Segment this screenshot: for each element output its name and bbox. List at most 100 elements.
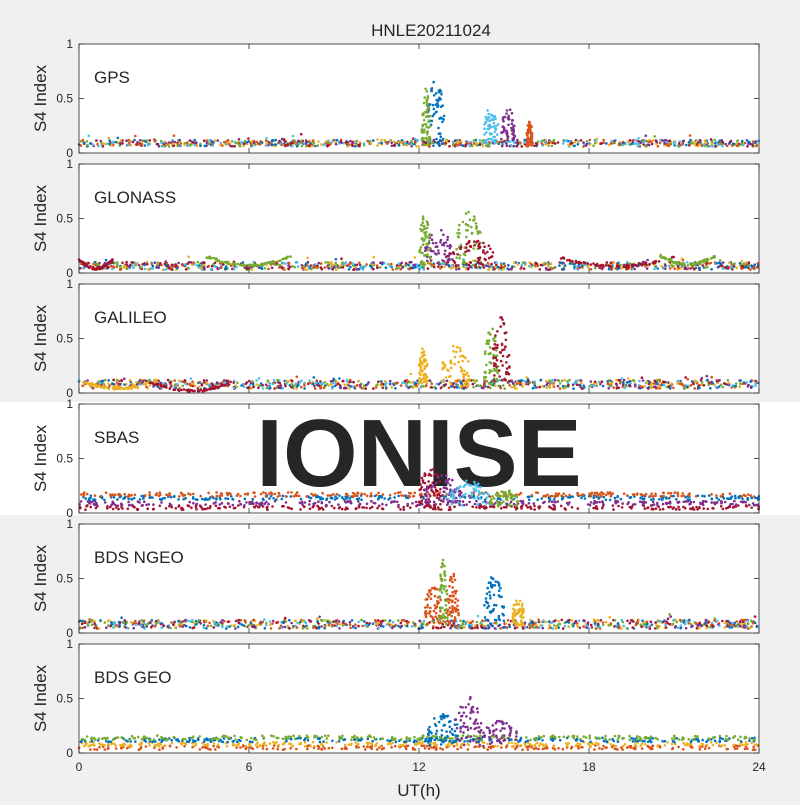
data-point [279, 385, 282, 388]
data-point [291, 380, 294, 383]
data-point [390, 142, 393, 145]
data-point [443, 244, 446, 247]
data-point [656, 387, 659, 390]
data-point [756, 145, 759, 148]
data-point [242, 145, 245, 148]
data-point [293, 495, 296, 498]
data-point [653, 268, 656, 271]
data-point [251, 145, 254, 148]
data-point [669, 506, 672, 509]
data-point [515, 387, 518, 390]
data-point [237, 263, 240, 266]
data-point [580, 497, 583, 500]
data-point [415, 145, 418, 148]
data-point [424, 234, 427, 237]
data-point [523, 380, 526, 383]
data-point [466, 229, 469, 232]
data-point [321, 501, 324, 504]
data-point [339, 141, 342, 144]
data-point [275, 139, 278, 142]
data-point [290, 491, 293, 494]
data-point [684, 376, 687, 379]
data-point [551, 500, 554, 503]
data-point [506, 145, 509, 148]
data-point [407, 264, 410, 267]
data-point [427, 236, 430, 239]
data-point [359, 503, 362, 506]
data-point [341, 496, 344, 499]
data-point [148, 491, 151, 494]
data-point [428, 141, 431, 144]
data-point [396, 501, 399, 504]
data-point [447, 370, 450, 373]
data-point [418, 380, 421, 383]
data-point [650, 384, 653, 387]
data-point [315, 266, 318, 269]
data-point [448, 257, 451, 260]
data-point [382, 508, 385, 511]
data-point [310, 493, 313, 496]
data-point [226, 262, 229, 265]
data-point [501, 126, 504, 129]
data-point [585, 144, 588, 147]
data-point [467, 360, 470, 363]
data-point [178, 139, 181, 142]
data-point [484, 371, 487, 374]
data-point [492, 251, 495, 254]
data-point [83, 494, 86, 497]
data-point [657, 379, 660, 382]
data-point [685, 500, 688, 503]
data-point [471, 232, 474, 235]
data-point [452, 266, 455, 269]
data-point [100, 495, 103, 498]
data-point [719, 259, 722, 262]
data-point [720, 262, 723, 265]
y-tick-label: 0.5 [56, 332, 73, 346]
data-point [460, 244, 463, 247]
data-point [137, 500, 140, 503]
data-point [494, 127, 497, 130]
data-point [645, 493, 648, 496]
data-point [660, 254, 663, 257]
data-point [423, 96, 426, 99]
data-point [421, 355, 424, 358]
y-tick-label: 1 [66, 157, 73, 171]
data-point [94, 494, 97, 497]
data-point [130, 504, 133, 507]
data-point [330, 497, 333, 500]
data-point [463, 384, 466, 387]
data-point [192, 496, 195, 499]
data-point [423, 239, 426, 242]
data-point [356, 268, 359, 271]
data-point [165, 507, 168, 510]
data-point [414, 138, 417, 141]
data-point [502, 384, 505, 387]
panel-label: GPS [94, 68, 130, 87]
data-point [99, 382, 102, 385]
data-point [205, 388, 208, 391]
data-point [347, 263, 350, 266]
data-point [328, 267, 331, 270]
data-point [429, 257, 432, 260]
data-point [634, 385, 637, 388]
data-point [340, 264, 343, 267]
data-point [310, 497, 313, 500]
data-point [752, 140, 755, 143]
data-point [260, 382, 263, 385]
data-point [541, 385, 544, 388]
data-point [152, 267, 155, 270]
data-point [416, 263, 419, 266]
data-point [225, 143, 228, 146]
data-point [295, 376, 298, 379]
data-point [419, 248, 422, 251]
data-point [464, 357, 467, 360]
data-point [505, 112, 508, 115]
data-point [323, 143, 326, 146]
data-point [198, 386, 201, 389]
data-point [199, 381, 202, 384]
data-point [183, 388, 186, 391]
data-point [568, 494, 571, 497]
data-point [389, 497, 392, 500]
data-point [472, 264, 475, 267]
